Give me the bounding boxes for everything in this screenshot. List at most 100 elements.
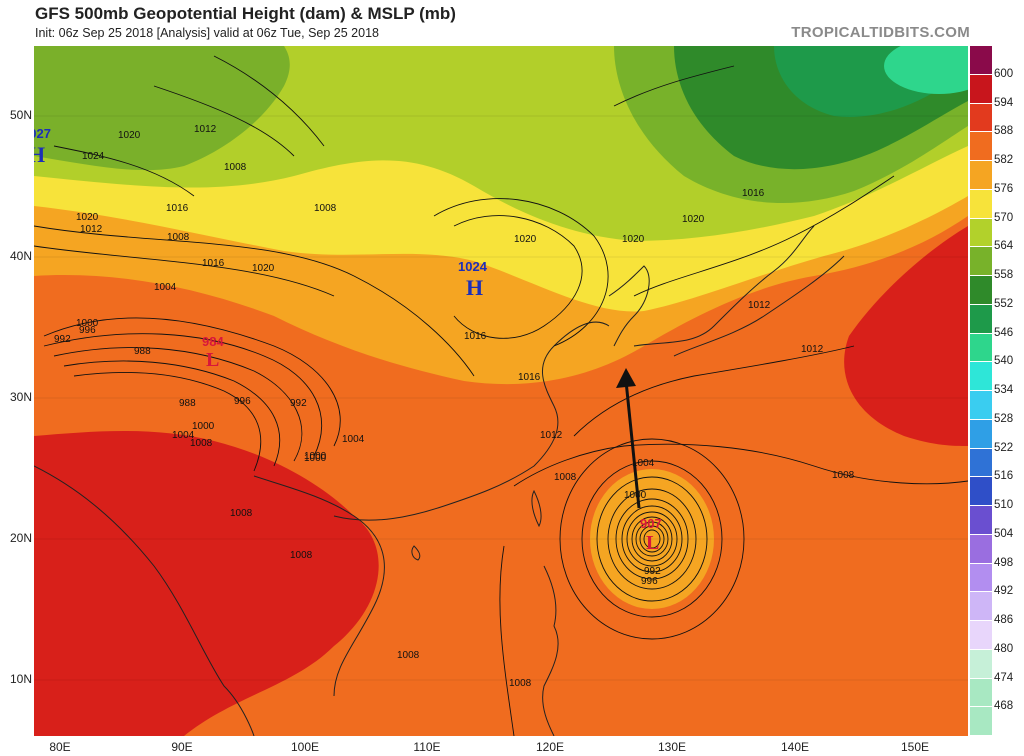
colorbar-swatch (970, 707, 992, 736)
isobar-label: 1016 (742, 188, 765, 199)
colorbar-swatch (970, 391, 992, 420)
colorbar-swatch (970, 46, 992, 75)
center-value-l2: 907 (640, 516, 662, 531)
map-title: GFS 500mb Geopotential Height (dam) & MS… (35, 4, 456, 23)
isobar-label: 992 (644, 566, 661, 577)
isobar-label: 1004 (154, 282, 177, 293)
lon-label-100e: 100E (290, 740, 320, 754)
colorbar-swatch (970, 506, 992, 535)
isobar-label: 1008 (190, 438, 213, 449)
isobar-label: 1012 (80, 224, 103, 235)
colorbar-level-label: 594 (994, 96, 1014, 109)
isobar-label: 988 (179, 398, 196, 409)
colorbar-level-label: 600 (994, 67, 1014, 80)
center-value-h1: 1027 (34, 126, 51, 141)
colorbar-swatch (970, 276, 992, 305)
colorbar-level-label: 564 (994, 240, 1014, 253)
isobar-label: 1004 (342, 434, 365, 445)
colorbar-level-label: 582 (994, 154, 1014, 166)
colorbar-swatch (970, 534, 992, 564)
lat-label-20n: 20N (9, 531, 32, 545)
isobar-label: 1020 (514, 234, 537, 245)
isobar-label: 1016 (464, 331, 487, 342)
colorbar-swatch (970, 592, 992, 621)
fill-558-west (34, 46, 290, 171)
colorbar-swatch (970, 189, 992, 219)
track-arrow (616, 368, 641, 509)
isobar-label: 1024 (82, 151, 105, 162)
isobar-label: 1008 (397, 650, 420, 661)
isobar-label: 1020 (76, 212, 99, 223)
colorbar-level-label: 504 (994, 527, 1014, 540)
colorbar-legend: 600 594 588 582 576 570 564 558 552 546 540 534 528 5… (970, 46, 1024, 736)
lat-label-50n: 50N (9, 108, 32, 122)
lon-label-90e: 90E (171, 740, 193, 754)
colorbar-swatch (970, 419, 992, 449)
isobar-label: 1020 (118, 130, 141, 141)
colorbar-swatch (970, 132, 992, 161)
colorbar-swatch (970, 161, 992, 190)
colorbar-swatch (970, 563, 992, 593)
isobars (34, 55, 968, 736)
isobar-label: 1004 (172, 430, 195, 441)
colorbar-level-label: 528 (994, 412, 1014, 425)
isobar-label: 992 (290, 398, 307, 409)
lat-label-10n: 10N (9, 672, 32, 686)
lon-label-150e: 150E (900, 740, 930, 754)
high-center-2: H (466, 275, 483, 300)
map-subtitle: Init: 06z Sep 25 2018 [Analysis] valid a… (35, 26, 379, 40)
isobar-label: 1020 (682, 214, 705, 225)
isobar-label: 1004 (632, 458, 655, 469)
typhoon-isobars (559, 438, 745, 640)
colorbar-swatch (970, 477, 992, 506)
colorbar-level-label: 474 (994, 671, 1014, 684)
isobar-labels: 1020 1024 1012 1008 1016 1020 1012 1008 … (54, 124, 855, 689)
colorbar-level-label: 570 (994, 211, 1014, 224)
fill-540 (884, 46, 968, 94)
weather-map: 1027 H 1024 H 984 L 907 L 1020 1024 1012… (34, 46, 968, 736)
isobar-label: 1012 (748, 300, 771, 311)
isobar-label: 988 (134, 346, 151, 357)
colorbar-level-label: 588 (994, 125, 1014, 138)
isobar-label: 1008 (832, 470, 855, 481)
colorbar-level-label: 516 (994, 470, 1014, 483)
colorbar-swatch (970, 74, 992, 104)
isobar-label: 1000 (624, 490, 647, 501)
isobar-label: 1000 (76, 318, 99, 329)
isobar-label: 996 (234, 396, 251, 407)
lon-label-120e: 120E (535, 740, 565, 754)
colorbar-level-label: 540 (994, 355, 1014, 368)
isobar-label: 1008 (167, 232, 190, 243)
colorbar-swatch (970, 247, 992, 276)
isobar-label: 1020 (252, 263, 275, 274)
colorbar-level-label: 576 (994, 182, 1014, 195)
isobar-label: 1016 (518, 372, 541, 383)
isobar-label: 1008 (509, 678, 532, 689)
isobar-label: 1008 (314, 203, 337, 214)
isobar-label: 1008 (224, 162, 247, 173)
lon-label-140e: 140E (780, 740, 810, 754)
colorbar-level-label: 552 (994, 297, 1014, 310)
isobar-label: 1000 (304, 453, 327, 464)
center-value-l1: 984 (202, 334, 224, 349)
lat-label-40n: 40N (9, 249, 32, 263)
isobar-label: 1000 (304, 451, 327, 462)
graticule (34, 115, 968, 681)
colorbar-swatch (970, 304, 992, 334)
colorbar-level-label: 510 (994, 499, 1014, 511)
colorbar-swatch (970, 448, 992, 478)
high-center-1: H (34, 142, 45, 167)
isobar-label: 996 (641, 576, 658, 587)
isobar-label: 1008 (230, 508, 253, 519)
colorbar-swatch (970, 103, 992, 133)
colorbar-swatch (970, 333, 992, 363)
map-canvas: 1027 H 1024 H 984 L 907 L 1020 1024 1012… (34, 46, 968, 736)
isobar-label: 996 (79, 325, 96, 336)
source-credit: TROPICALTIDBITS.COM (791, 24, 970, 41)
isobar-label: 1016 (166, 203, 189, 214)
colorbar-level-label: 546 (994, 326, 1014, 339)
isobar-label: 1016 (202, 258, 225, 269)
colorbar-swatch (970, 621, 992, 650)
colorbar-swatch (970, 678, 992, 708)
isobar-label: 992 (54, 334, 71, 345)
